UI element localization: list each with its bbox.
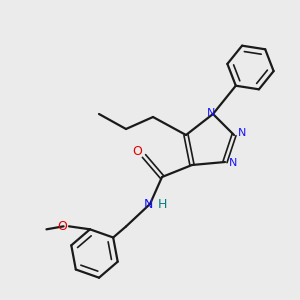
- Text: O: O: [57, 220, 67, 233]
- Text: H: H: [158, 197, 167, 211]
- Text: O: O: [133, 145, 142, 158]
- Text: N: N: [229, 158, 238, 169]
- Text: N: N: [207, 107, 216, 118]
- Text: N: N: [144, 198, 153, 211]
- Text: N: N: [238, 128, 247, 139]
